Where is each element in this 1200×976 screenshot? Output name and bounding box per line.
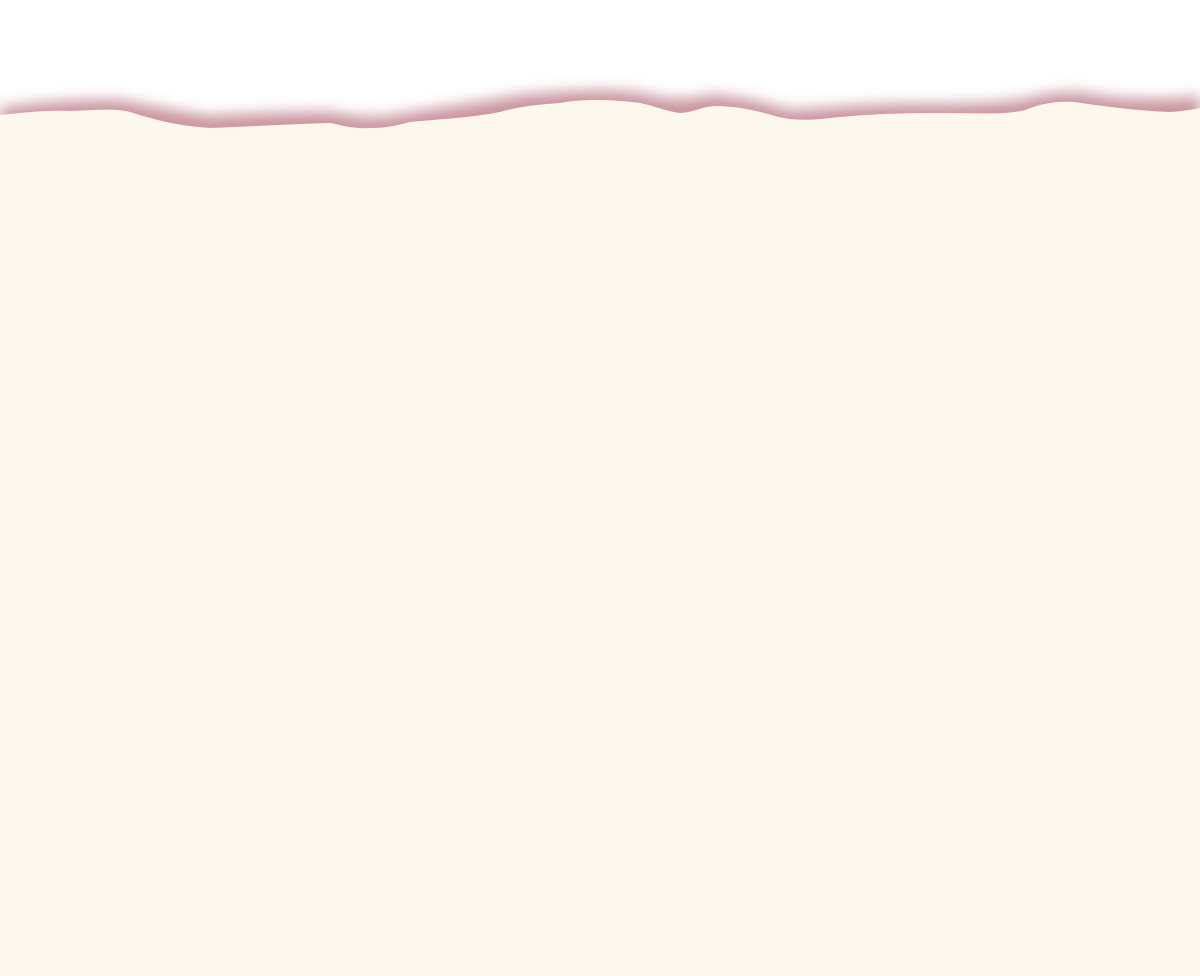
paper-sheet: [0, 100, 1200, 976]
